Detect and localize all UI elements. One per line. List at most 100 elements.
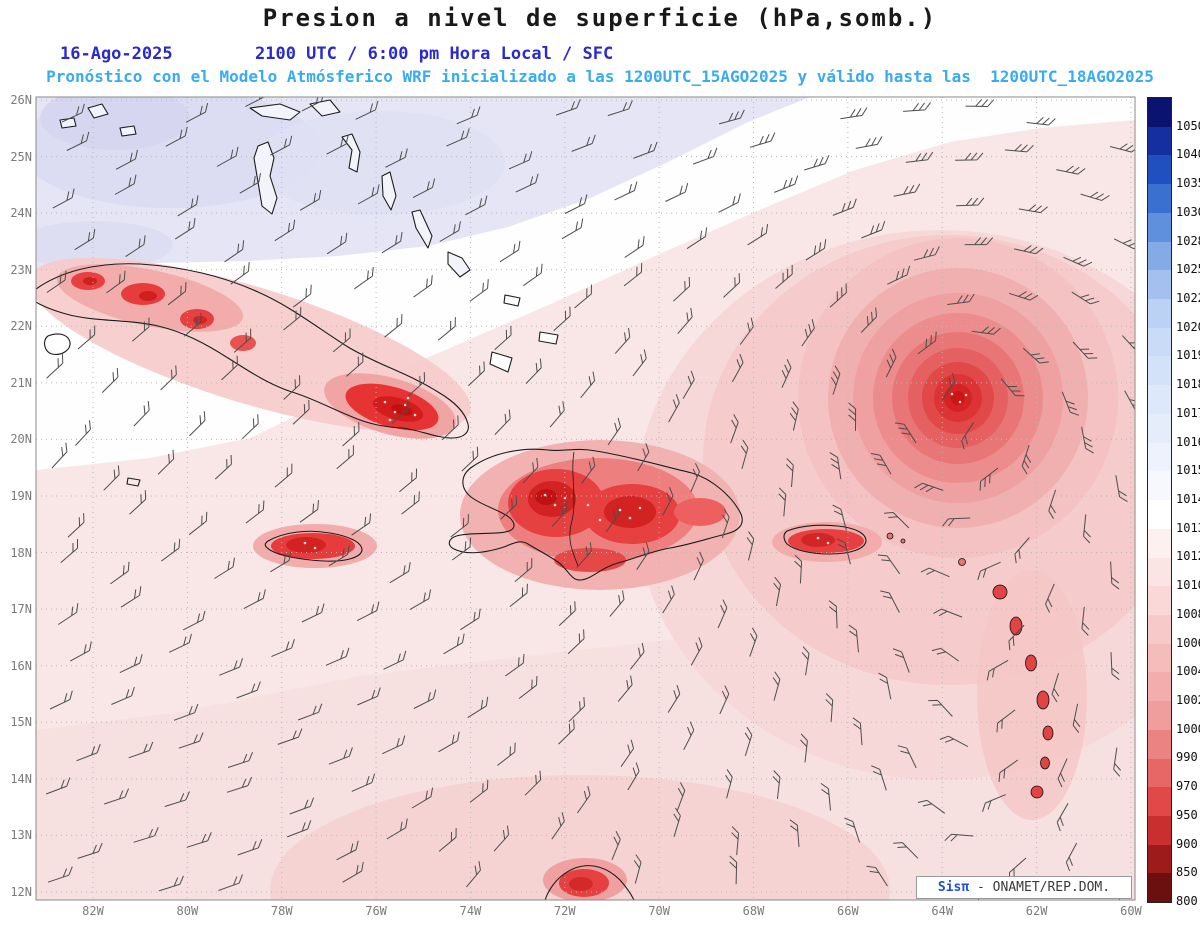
wind-barb	[161, 538, 181, 562]
wind-barb	[243, 589, 266, 610]
wind-barb	[1071, 291, 1100, 305]
wind-barb	[493, 825, 510, 852]
wind-barb	[1115, 475, 1128, 503]
wind-barb	[518, 675, 538, 699]
wind-barb	[551, 812, 565, 840]
wind-barb	[77, 842, 103, 859]
wind-barb	[887, 265, 911, 285]
wind-barb	[964, 237, 994, 246]
wind-barb	[119, 654, 143, 674]
wind-barb	[77, 325, 96, 350]
cuba-coastline	[36, 263, 469, 439]
wind-barb	[183, 312, 202, 337]
wind-barb	[467, 696, 489, 719]
inagua-coastline	[489, 351, 513, 373]
wind-barb	[1014, 537, 1030, 564]
wind-barb	[1110, 561, 1120, 590]
colorbar-cell	[1148, 126, 1171, 156]
lon-tick-label: 82W	[82, 904, 104, 918]
wind-barb	[840, 107, 868, 120]
colorbar-cell	[1148, 270, 1171, 300]
bahamas-eleuthera-coastline	[341, 133, 361, 173]
wind-barb	[413, 275, 433, 298]
small-cay-coastline	[119, 125, 137, 137]
jamaica-coastline	[264, 530, 363, 562]
wind-barb	[524, 770, 542, 796]
lon-tick-label: 80W	[176, 904, 199, 918]
colorbar-label: 850	[1176, 865, 1198, 880]
wind-barb	[241, 414, 259, 440]
lat-tick-label: 23N	[10, 262, 32, 277]
wind-barb	[505, 653, 525, 677]
wind-barb	[351, 773, 376, 792]
wind-barb	[1110, 652, 1120, 681]
wind-barb	[239, 173, 262, 194]
wind-barb	[443, 633, 465, 655]
wind-barb	[1072, 341, 1098, 359]
wind-barb	[270, 135, 293, 156]
wind-barb	[637, 443, 650, 472]
abaco-coastline	[309, 99, 341, 117]
wind-barb	[270, 551, 292, 573]
wind-barb	[772, 671, 781, 701]
wind-barb	[607, 417, 621, 446]
wind-barb	[693, 551, 704, 581]
wind-barbs	[45, 97, 1135, 900]
wind-barb	[668, 394, 680, 423]
lat-tick-label: 15N	[10, 715, 32, 730]
wind-barb	[301, 97, 325, 112]
wind-barb	[494, 325, 512, 351]
colorbar-label: 1020	[1176, 319, 1200, 334]
wind-barb	[1026, 116, 1056, 126]
wind-barb	[277, 728, 303, 745]
wind-barb	[292, 284, 312, 308]
wind-barb	[101, 367, 119, 393]
lat-tick-label: 20N	[10, 432, 32, 447]
hispaniola-coastline	[448, 448, 743, 581]
wind-barb	[326, 232, 348, 255]
wind-barb	[494, 409, 511, 435]
wind-barb	[75, 420, 91, 446]
wind-barb	[828, 600, 838, 629]
wind-barb	[825, 693, 834, 722]
colorbar-cell	[1148, 787, 1171, 816]
wind-barb	[61, 103, 85, 123]
wind-barb	[411, 787, 434, 809]
wind-barb	[781, 359, 792, 388]
wind-barb	[855, 136, 883, 149]
wind-barb	[941, 372, 956, 401]
wind-barb	[164, 791, 190, 807]
wind-barb	[299, 500, 319, 523]
wind-barb	[384, 314, 403, 338]
wind-barb	[437, 317, 456, 341]
wind-barb	[509, 583, 528, 607]
wind-barb	[292, 399, 310, 425]
lat-tick-label: 14N	[10, 771, 32, 786]
wind-barb	[289, 797, 315, 815]
wind-barb	[245, 500, 265, 524]
wind-barb	[67, 513, 85, 538]
wind-barb	[1022, 347, 1049, 364]
lon-tick-label: 66W	[837, 904, 859, 918]
wind-barb	[287, 820, 312, 838]
bahamas-cat-island-coastline	[381, 171, 397, 211]
wind-barb	[355, 100, 379, 120]
wind-barb	[844, 817, 861, 843]
wind-barb	[794, 554, 803, 584]
wind-barb	[230, 262, 250, 285]
wind-barb	[893, 842, 919, 859]
wind-barb	[877, 554, 901, 575]
wind-barb	[110, 561, 130, 585]
wind-barb	[1057, 758, 1068, 788]
wind-barb	[690, 637, 703, 666]
wind-barb	[328, 545, 350, 567]
wind-barb	[880, 590, 900, 613]
wind-barb	[630, 642, 645, 670]
wind-barb	[469, 779, 489, 803]
wind-barb	[522, 457, 539, 484]
wind-barb	[1061, 391, 1080, 416]
wind-barb	[129, 490, 147, 515]
page-title: Presion a nivel de superficie (hPa,somb.…	[262, 4, 938, 32]
wind-barb	[399, 468, 418, 493]
colorbar-label: 1002	[1176, 693, 1200, 707]
